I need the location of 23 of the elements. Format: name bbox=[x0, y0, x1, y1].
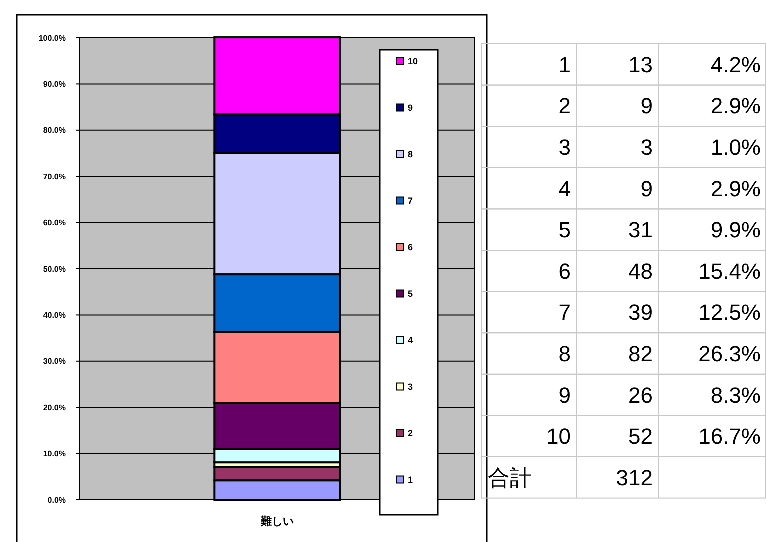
legend-label: 6 bbox=[408, 242, 414, 252]
y-tick-label: 0.0% bbox=[48, 496, 66, 505]
y-tick-label: 80.0% bbox=[43, 126, 66, 136]
y-tick-label: 30.0% bbox=[43, 357, 66, 366]
legend-label: 9 bbox=[408, 102, 414, 113]
y-tick-label: 100.0% bbox=[38, 34, 66, 43]
y-tick-label: 50.0% bbox=[43, 264, 66, 274]
value-table: 1 13 4.2% 2 9 2.9% 3 3 1.0% 4 9 2.9% 5 31 9.9% 6 48 15.4% 7 39 12.5% 8 82 26.3% 9 26 8.3% 10 52 16.7% 合計 312 bbox=[482, 44, 766, 499]
y-tick-label: 40.0% bbox=[43, 311, 66, 320]
y-tick-label: 60.0% bbox=[43, 218, 66, 228]
legend-label: 5 bbox=[408, 288, 414, 299]
y-tick-label: 70.0% bbox=[43, 172, 66, 182]
legend-label: 4 bbox=[408, 335, 414, 346]
y-tick-label: 90.0% bbox=[43, 80, 66, 89]
y-tick-label: 10.0% bbox=[43, 450, 66, 459]
y-tick-label: 20.0% bbox=[43, 403, 66, 412]
legend-label: 8 bbox=[408, 149, 414, 160]
legend-label: 2 bbox=[408, 428, 414, 438]
legend-label: 1 bbox=[408, 474, 414, 485]
legend-label: 7 bbox=[408, 196, 414, 206]
legend-label: 3 bbox=[408, 382, 414, 392]
legend-label: 10 bbox=[408, 56, 418, 66]
x-tick-label: 難しい bbox=[260, 515, 294, 528]
